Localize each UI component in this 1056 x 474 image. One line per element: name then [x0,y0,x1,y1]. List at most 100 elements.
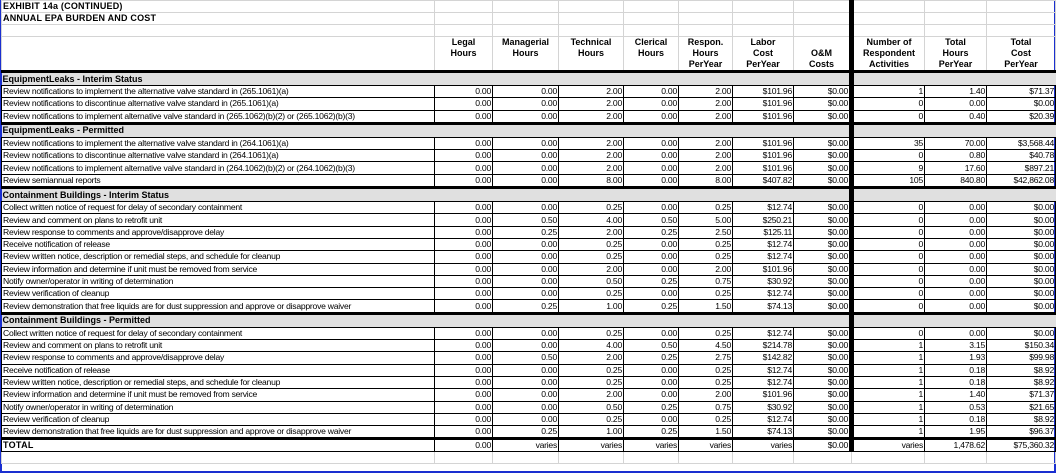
value-cell[interactable]: 0.00 [492,109,559,124]
activity-label[interactable]: Receive notification of release [1,363,435,377]
value-cell[interactable]: 0.50 [623,339,679,353]
value-cell[interactable]: $12.74 [732,375,794,390]
value-cell[interactable]: 0.00 [434,84,493,99]
empty-cell[interactable] [492,24,559,37]
value-cell[interactable]: $12.74 [732,201,794,215]
value-cell[interactable]: 0.00 [434,388,493,402]
value-cell[interactable]: $8.92 [986,363,1056,377]
value-cell[interactable]: $0.00 [986,299,1056,314]
value-cell[interactable]: 0.00 [492,412,559,427]
value-cell[interactable]: $30.92 [732,400,794,414]
total-value[interactable]: varies [678,437,733,453]
value-cell[interactable]: $21.65 [986,400,1056,414]
activity-label[interactable]: Review semiannual reports [1,173,435,189]
value-cell[interactable]: 0.00 [434,262,493,276]
empty-cell[interactable] [678,24,733,37]
value-cell[interactable]: $0.00 [793,136,852,151]
value-cell[interactable]: 0.25 [678,250,733,264]
value-cell[interactable]: $74.13 [732,299,794,314]
value-cell[interactable]: 0.00 [434,412,493,427]
empty-cell[interactable] [849,24,925,37]
activity-label[interactable]: Review notifications to discontinue alte… [1,97,435,111]
empty-cell[interactable] [1,36,435,48]
value-cell[interactable]: 0.25 [558,201,624,215]
value-cell[interactable]: 0.00 [623,262,679,276]
value-cell[interactable]: $897.21 [986,161,1056,175]
value-cell[interactable]: 2.00 [678,262,733,276]
value-cell[interactable]: 0.00 [434,136,493,151]
empty-cell[interactable] [492,0,559,13]
value-cell[interactable]: 5.00 [678,213,733,227]
value-cell[interactable]: $0.00 [986,225,1056,239]
value-cell[interactable]: 0.00 [623,136,679,151]
value-cell[interactable]: 0.75 [678,400,733,414]
empty-cell[interactable] [1,59,435,73]
value-cell[interactable]: $150.34 [986,339,1056,353]
value-cell[interactable]: 0 [849,262,925,276]
total-value[interactable]: $0.00 [793,437,852,453]
value-cell[interactable]: 0.00 [492,149,559,163]
value-cell[interactable]: 2.50 [678,225,733,239]
value-cell[interactable]: 0.25 [558,375,624,390]
value-cell[interactable]: 0.00 [434,274,493,289]
value-cell[interactable]: $0.00 [986,326,1056,341]
activity-label[interactable]: Notify owner/operator in writing of dete… [1,400,435,414]
empty-cell[interactable] [924,451,987,465]
activity-label[interactable]: Review notifications to implement altern… [1,161,435,175]
value-cell[interactable]: 2.00 [678,149,733,163]
value-cell[interactable]: 0.25 [623,351,679,365]
value-cell[interactable]: 0.25 [558,287,624,301]
value-cell[interactable]: 0.25 [678,363,733,377]
value-cell[interactable]: 2.00 [678,161,733,175]
value-cell[interactable]: 0 [849,326,925,341]
value-cell[interactable]: 0.00 [924,274,987,289]
total-value[interactable]: varies [558,437,624,453]
empty-cell[interactable] [732,0,794,13]
value-cell[interactable]: 2.00 [558,388,624,402]
value-cell[interactable]: 0.00 [434,375,493,390]
value-cell[interactable]: 0.00 [924,287,987,301]
value-cell[interactable]: $214.78 [732,339,794,353]
value-cell[interactable]: 0.18 [924,412,987,427]
value-cell[interactable]: 1 [849,388,925,402]
value-cell[interactable]: 0.00 [434,201,493,215]
value-cell[interactable]: 0.00 [434,351,493,365]
value-cell[interactable]: 0.00 [492,400,559,414]
value-cell[interactable]: 0.00 [492,136,559,151]
value-cell[interactable]: 0.00 [434,339,493,353]
empty-cell[interactable] [678,12,733,25]
value-cell[interactable]: $0.00 [986,97,1056,111]
value-cell[interactable]: $0.00 [986,237,1056,252]
value-cell[interactable]: $0.00 [986,213,1056,227]
activity-label[interactable]: Review notifications to implement altern… [1,109,435,124]
value-cell[interactable]: 0.25 [623,274,679,289]
empty-cell[interactable] [434,12,493,25]
empty-cell[interactable] [678,0,733,13]
value-cell[interactable]: 0.00 [623,363,679,377]
empty-cell[interactable] [1,24,435,37]
value-cell[interactable]: 0.25 [492,425,559,440]
value-cell[interactable]: $74.13 [732,425,794,440]
value-cell[interactable]: 8.00 [678,173,733,189]
value-cell[interactable]: 0 [849,97,925,111]
value-cell[interactable]: 1 [849,84,925,99]
value-cell[interactable]: 0.25 [558,250,624,264]
empty-cell[interactable] [851,451,925,465]
value-cell[interactable]: 0.00 [434,173,493,189]
value-cell[interactable]: 1 [849,400,925,414]
empty-cell[interactable] [434,451,493,465]
value-cell[interactable]: 0.25 [678,237,733,252]
value-cell[interactable]: 0 [849,299,925,314]
value-cell[interactable]: $101.96 [732,161,794,175]
value-cell[interactable]: 0.00 [434,97,493,111]
value-cell[interactable]: 0 [849,225,925,239]
value-cell[interactable]: $12.74 [732,326,794,341]
empty-cell[interactable] [492,451,559,465]
value-cell[interactable]: $3,568.44 [986,136,1056,151]
value-cell[interactable]: 1.00 [558,299,624,314]
empty-cell[interactable] [732,24,794,37]
value-cell[interactable]: 0.80 [924,149,987,163]
value-cell[interactable]: 0.00 [623,388,679,402]
value-cell[interactable]: $0.00 [793,363,852,377]
value-cell[interactable]: 2.00 [558,149,624,163]
